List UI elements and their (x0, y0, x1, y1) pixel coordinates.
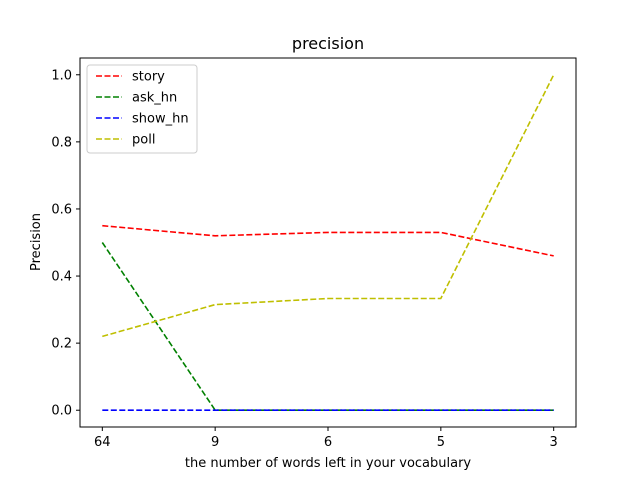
y-tick-label: 0.8 (51, 135, 72, 150)
legend-label-poll: poll (132, 133, 155, 148)
y-tick-label: 0.2 (51, 337, 72, 352)
plot-lines (101, 74, 555, 412)
x-tick-label: 9 (211, 435, 219, 450)
x-tick-label: 6 (324, 435, 332, 450)
chart-title: precision (292, 34, 364, 53)
legend-label-story: story (132, 70, 165, 85)
legend-box (86, 64, 198, 154)
x-axis-label: the number of words left in your vocabul… (185, 456, 472, 471)
series-line-ask-hn (101, 242, 554, 412)
y-tick-label: 0.0 (51, 404, 72, 419)
y-tick-label: 0.6 (51, 202, 72, 217)
x-tick-label: 5 (437, 435, 445, 450)
series-line-poll (102, 74, 555, 338)
y-tick-label: 1.0 (51, 68, 72, 83)
y-axis: 0.0 0.2 0.4 0.6 0.8 1.0 (51, 68, 80, 419)
x-axis: 64 9 6 5 3 (94, 427, 558, 450)
x-tick-label: 64 (94, 435, 111, 450)
legend-label-show-hn: show_hn (132, 112, 189, 127)
y-tick-label: 0.4 (51, 270, 72, 285)
legend-label-ask-hn: ask_hn (132, 91, 177, 106)
y-axis-label: Precision (29, 213, 44, 271)
x-tick-label: 3 (550, 435, 558, 450)
series-line-story (102, 224, 554, 257)
